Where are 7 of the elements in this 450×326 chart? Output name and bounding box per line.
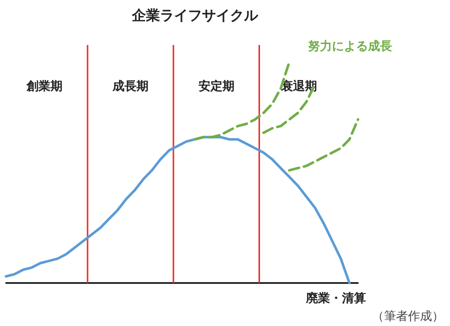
annotation: 創業期 [26, 79, 63, 93]
annotation: 安定期 [198, 79, 234, 93]
text: （筆者作成） [372, 309, 444, 323]
text: 努力による成長 [308, 39, 392, 53]
annotation: 成長期 [111, 79, 148, 93]
text: 廃業・清算 [305, 291, 366, 305]
chart-title: 企業ライフサイクル [131, 8, 259, 24]
